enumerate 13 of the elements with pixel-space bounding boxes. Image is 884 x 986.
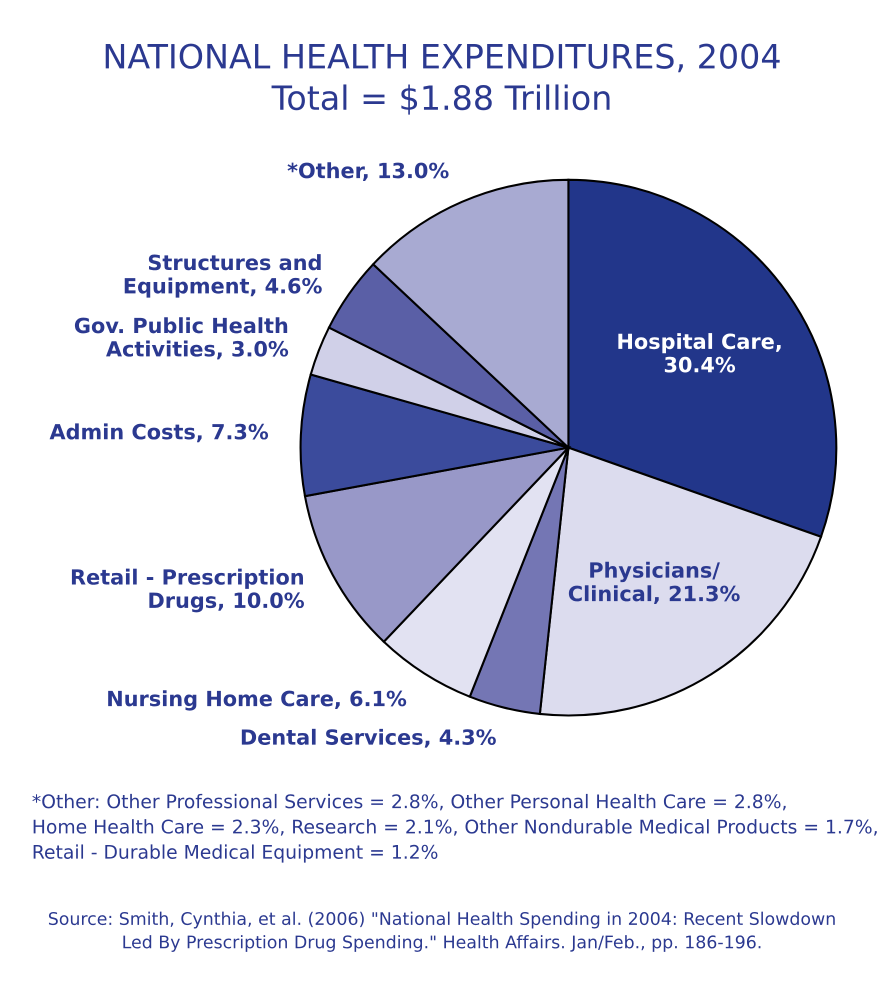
slice-label: Gov. Public Health Activities, 3.0% xyxy=(74,317,288,360)
source-note: Source: Smith, Cynthia, et al. (2006) "National Health Spending in 2004: Recent Slowdown Led By Prescription Drug Spending." Health Affairs. Jan/Feb., pp. 186-196. xyxy=(48,912,835,952)
slice-label: Structures and Equipment, 4.6% xyxy=(124,254,322,298)
slice-label: Admin Costs, 7.3% xyxy=(50,423,268,442)
slice-label: *Other, 13.0% xyxy=(288,162,449,182)
chart-title: NATIONAL HEALTH EXPENDITURES, 2004 xyxy=(106,44,780,72)
text: *Other: Other Professional Services = 2.8%, Other Personal Health Care = 2.8%, Home Health Care = 2.3%, Research = 2.1%, Other Nondurable Medical Products = 1.7%, Retail - Durable Medical Equipment = 1.2% xyxy=(32,794,877,863)
slice-label: Physicians/ Clinical, 21.3% xyxy=(568,562,740,604)
slice-label: Dental Services, 4.3% xyxy=(242,728,496,748)
chart-subtitle: Total = $1.88 Trillion xyxy=(272,84,610,115)
slice-label: Hospital Care, 30.4% xyxy=(618,333,781,373)
slice-label: Retail - Prescription Drugs, 10.0% xyxy=(72,568,304,612)
slice-label: Nursing Home Care, 6.1% xyxy=(108,690,406,711)
